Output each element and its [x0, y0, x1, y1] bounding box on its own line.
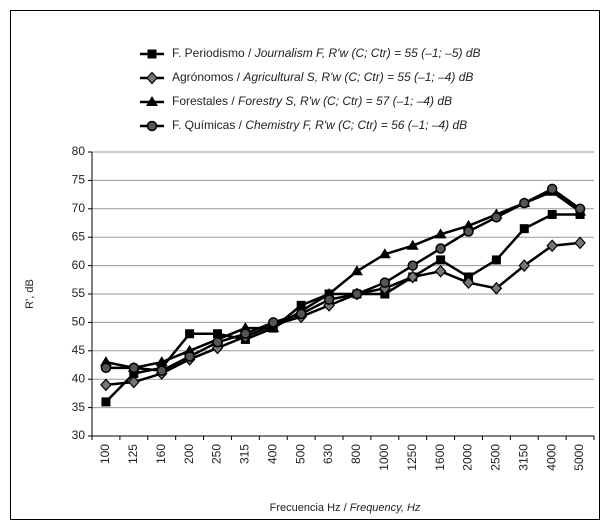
x-tick-label: 125: [126, 444, 140, 464]
y-axis-label: R', dB: [24, 279, 36, 309]
marker: [407, 260, 418, 271]
marker: [350, 265, 363, 276]
marker: [240, 328, 251, 340]
x-tick-label: 2500: [489, 444, 503, 471]
marker: [547, 209, 557, 219]
x-tick-label: 3150: [516, 444, 530, 471]
marker: [491, 212, 502, 223]
x-tick-label: 2000: [461, 444, 475, 471]
marker: [434, 228, 447, 239]
marker: [156, 365, 167, 376]
marker: [490, 281, 503, 295]
marker: [351, 288, 363, 300]
marker: [406, 239, 419, 250]
legend-item: Agrónomos / Agricultural S, R'w (C; Ctr)…: [140, 70, 473, 85]
marker: [546, 239, 558, 253]
y-tick-label: 60: [72, 258, 86, 272]
y-tick-label: 55: [72, 286, 86, 300]
x-tick-label: 250: [210, 444, 224, 464]
marker: [128, 375, 140, 389]
marker: [378, 248, 391, 259]
x-tick-label: 800: [349, 444, 363, 464]
marker: [519, 197, 530, 209]
marker: [155, 356, 168, 367]
marker: [574, 203, 586, 215]
series-line: [105, 241, 581, 387]
x-tick-label: 1600: [433, 444, 447, 471]
marker: [128, 362, 140, 374]
x-tick-label: 200: [182, 444, 196, 464]
x-axis-label: Frecuencia Hz / Frequency, Hz: [270, 502, 421, 514]
marker: [462, 276, 475, 290]
marker: [100, 378, 112, 392]
y-tick-label: 35: [72, 400, 86, 414]
y-tick-label: 45: [72, 343, 86, 357]
x-tick-label: 1250: [405, 444, 419, 471]
marker: [463, 226, 474, 237]
marker: [546, 183, 558, 195]
marker: [436, 255, 446, 265]
y-tick-label: 70: [72, 201, 86, 215]
marker: [435, 243, 446, 254]
legend-label: Agrónomos / Agricultural S, R'w (C; Ctr)…: [172, 70, 473, 84]
marker: [100, 362, 112, 374]
legend-item: F. Periodismo / Journalism F, R'w (C; Ct…: [140, 46, 481, 60]
marker: [518, 259, 531, 272]
x-tick-label: 315: [238, 444, 252, 464]
y-tick-label: 65: [72, 229, 86, 243]
marker: [146, 120, 158, 132]
legend-label: F. Periodismo / Journalism F, R'w (C; Ct…: [172, 46, 481, 60]
y-tick-label: 40: [72, 371, 86, 385]
series-line: [105, 213, 581, 403]
marker: [268, 317, 279, 328]
x-tick-label: 100: [98, 444, 112, 464]
marker: [184, 351, 195, 362]
x-tick-label: 4000: [544, 444, 558, 471]
marker: [129, 369, 139, 379]
marker: [519, 224, 529, 234]
marker: [323, 294, 335, 305]
frame: [10, 10, 600, 520]
marker: [212, 337, 223, 348]
x-tick-label: 500: [293, 444, 307, 464]
legend-label: Forestales / Forestry S, R'w (C; Ctr) = …: [172, 94, 452, 108]
marker: [185, 329, 195, 339]
marker: [146, 96, 158, 106]
marker: [295, 308, 307, 320]
marker: [147, 49, 157, 59]
legend-item: F. Químicas / Chemistry F, R'w (C; Ctr) …: [140, 118, 467, 132]
y-tick-label: 75: [72, 173, 86, 187]
y-tick-label: 80: [72, 144, 86, 158]
marker: [434, 264, 447, 278]
x-tick-label: 5000: [572, 444, 586, 471]
y-tick-label: 30: [72, 428, 86, 442]
legend-item: Forestales / Forestry S, R'w (C; Ctr) = …: [140, 94, 452, 108]
marker: [406, 270, 419, 284]
marker: [101, 397, 111, 407]
x-tick-label: 1000: [377, 444, 391, 471]
x-tick-label: 160: [154, 444, 168, 464]
marker: [491, 255, 501, 265]
x-tick-label: 630: [321, 444, 335, 464]
x-tick-label: 400: [265, 444, 279, 464]
marker: [146, 71, 158, 85]
legend-label: F. Químicas / Chemistry F, R'w (C; Ctr) …: [172, 118, 467, 132]
marker: [574, 236, 586, 250]
marker: [379, 277, 391, 288]
y-tick-label: 50: [72, 315, 86, 329]
